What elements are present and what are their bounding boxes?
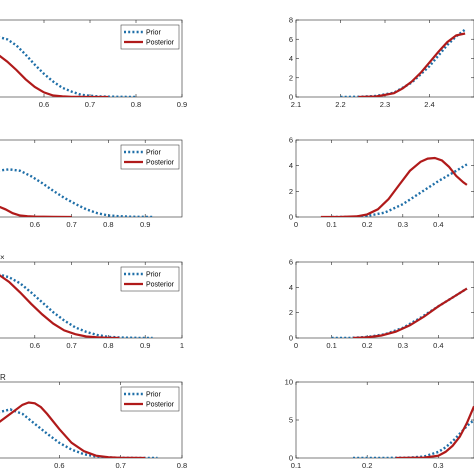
legend-posterior-label: Posterior bbox=[146, 40, 175, 47]
y-tick-label: 2 bbox=[289, 308, 293, 317]
panel-corner-label: × bbox=[0, 253, 5, 262]
x-tick-label: 0.6 bbox=[39, 100, 49, 109]
y-tick-label: 10 bbox=[285, 378, 293, 387]
y-tick-label: 0 bbox=[289, 334, 293, 343]
x-tick-label: 1 bbox=[180, 341, 184, 350]
x-tick-label: 0.7 bbox=[85, 100, 95, 109]
x-tick-label: 0.1 bbox=[326, 220, 336, 229]
x-tick-label: 0.4 bbox=[433, 220, 443, 229]
subplot-row3-left: 0.6 0.7 0.8 0.9 1 × Prior Posterior bbox=[0, 253, 184, 350]
prior-density-line bbox=[353, 419, 474, 458]
x-tick-label: 0.1 bbox=[291, 461, 301, 470]
x-tick-label: 0.3 bbox=[433, 461, 443, 470]
x-tick-label: 2.1 bbox=[291, 100, 301, 109]
x-tick-label: 0.3 bbox=[398, 341, 408, 350]
x-tick-label: 0.9 bbox=[140, 341, 150, 350]
x-tick-label: 2.2 bbox=[335, 100, 345, 109]
x-tick-label: 0 bbox=[294, 341, 298, 350]
x-tick-label: 2.4 bbox=[424, 100, 434, 109]
x-tick-label: 2.3 bbox=[380, 100, 390, 109]
x-tick-label: 0.8 bbox=[131, 100, 141, 109]
y-tick-label: 0 bbox=[289, 454, 293, 463]
posterior-density-line bbox=[0, 401, 146, 458]
y-tick-label: 0 bbox=[289, 213, 293, 222]
posterior-density-line bbox=[358, 32, 466, 97]
y-tick-label: 6 bbox=[289, 136, 293, 145]
legend: Prior Posterior bbox=[120, 386, 180, 412]
x-tick-label: 0.6 bbox=[30, 220, 40, 229]
y-tick-label: 8 bbox=[289, 16, 293, 25]
x-tick-label: 0 bbox=[294, 220, 298, 229]
x-tick-label: 0.7 bbox=[66, 341, 76, 350]
y-tick-label: 4 bbox=[289, 161, 293, 170]
subplot-row4-right: 0.1 0.2 0.3 0 5 10 bbox=[285, 378, 474, 470]
axes-box bbox=[295, 19, 474, 98]
y-tick-label: 0 bbox=[289, 93, 293, 102]
x-tick-label: 0.8 bbox=[103, 220, 113, 229]
legend-prior-label: Prior bbox=[146, 272, 161, 279]
legend-box bbox=[120, 266, 180, 292]
legend-posterior-label: Posterior bbox=[146, 282, 175, 289]
x-tick-label: 0.6 bbox=[30, 341, 40, 350]
subplot-row4-left: 0.6 0.7 0.8 R Prior Posterior bbox=[0, 373, 187, 470]
legend-posterior-label: Posterior bbox=[146, 160, 175, 167]
legend-prior-label: Prior bbox=[146, 30, 161, 37]
x-tick-label: 0.9 bbox=[140, 220, 150, 229]
panel-corner-label: R bbox=[0, 373, 6, 382]
y-tick-label: 5 bbox=[289, 416, 293, 425]
y-tick-label: 4 bbox=[289, 283, 293, 292]
y-tick-label: 6 bbox=[289, 35, 293, 44]
y-tick-label: 6 bbox=[289, 258, 293, 267]
posterior-density-line bbox=[0, 274, 120, 338]
axes-box bbox=[295, 381, 474, 459]
x-tick-label: 0.4 bbox=[433, 341, 443, 350]
posterior-density-line bbox=[395, 405, 474, 458]
legend: Prior Posterior bbox=[120, 24, 180, 50]
posterior-density-line bbox=[0, 205, 72, 217]
subplot-row1-right: 2.1 2.2 2.3 2.4 0 2 4 6 8 bbox=[289, 16, 474, 109]
legend: Prior Posterior bbox=[120, 266, 180, 292]
axes-box bbox=[295, 261, 474, 339]
x-tick-label: 0.7 bbox=[66, 220, 76, 229]
prior-density-line bbox=[0, 273, 153, 338]
legend-box bbox=[120, 386, 180, 412]
x-tick-label: 0.2 bbox=[362, 341, 372, 350]
x-tick-label: 0.9 bbox=[177, 100, 187, 109]
subplot-row2-left: 0.6 0.7 0.8 0.9 Prior Posterior bbox=[0, 139, 183, 229]
x-tick-label: 0.8 bbox=[177, 461, 187, 470]
y-tick-label: 2 bbox=[289, 187, 293, 196]
x-tick-label: 0.2 bbox=[362, 461, 372, 470]
x-tick-label: 0.8 bbox=[103, 341, 113, 350]
x-tick-label: 0.6 bbox=[54, 461, 64, 470]
y-tick-label: 4 bbox=[289, 54, 293, 63]
legend-posterior-label: Posterior bbox=[146, 402, 175, 409]
legend-box bbox=[120, 24, 180, 50]
subplot-row1-left: 0.6 0.7 0.8 0.9 Prior Posterior bbox=[0, 19, 187, 109]
x-tick-label: 0.7 bbox=[115, 461, 125, 470]
posterior-density-line bbox=[0, 54, 109, 97]
legend-prior-label: Prior bbox=[146, 150, 161, 157]
legend: Prior Posterior bbox=[120, 144, 180, 170]
y-tick-label: 2 bbox=[289, 73, 293, 82]
subplot-row2-right: 0 0.1 0.2 0.3 0.4 0 2 4 6 bbox=[289, 136, 474, 229]
subplot-row3-right: 0 0.1 0.2 0.3 0.4 0 2 4 6 bbox=[289, 258, 474, 350]
x-tick-label: 0.3 bbox=[398, 220, 408, 229]
prior-density-line bbox=[0, 408, 158, 458]
prior-density-line bbox=[0, 168, 153, 217]
legend-prior-label: Prior bbox=[146, 392, 161, 399]
x-tick-label: 0.1 bbox=[326, 341, 336, 350]
axes-box bbox=[295, 139, 474, 218]
x-tick-label: 0.2 bbox=[362, 220, 372, 229]
prior-density-line bbox=[0, 36, 137, 97]
posterior-density-line bbox=[320, 156, 468, 217]
posterior-density-line bbox=[352, 287, 468, 338]
legend-box bbox=[120, 144, 180, 170]
